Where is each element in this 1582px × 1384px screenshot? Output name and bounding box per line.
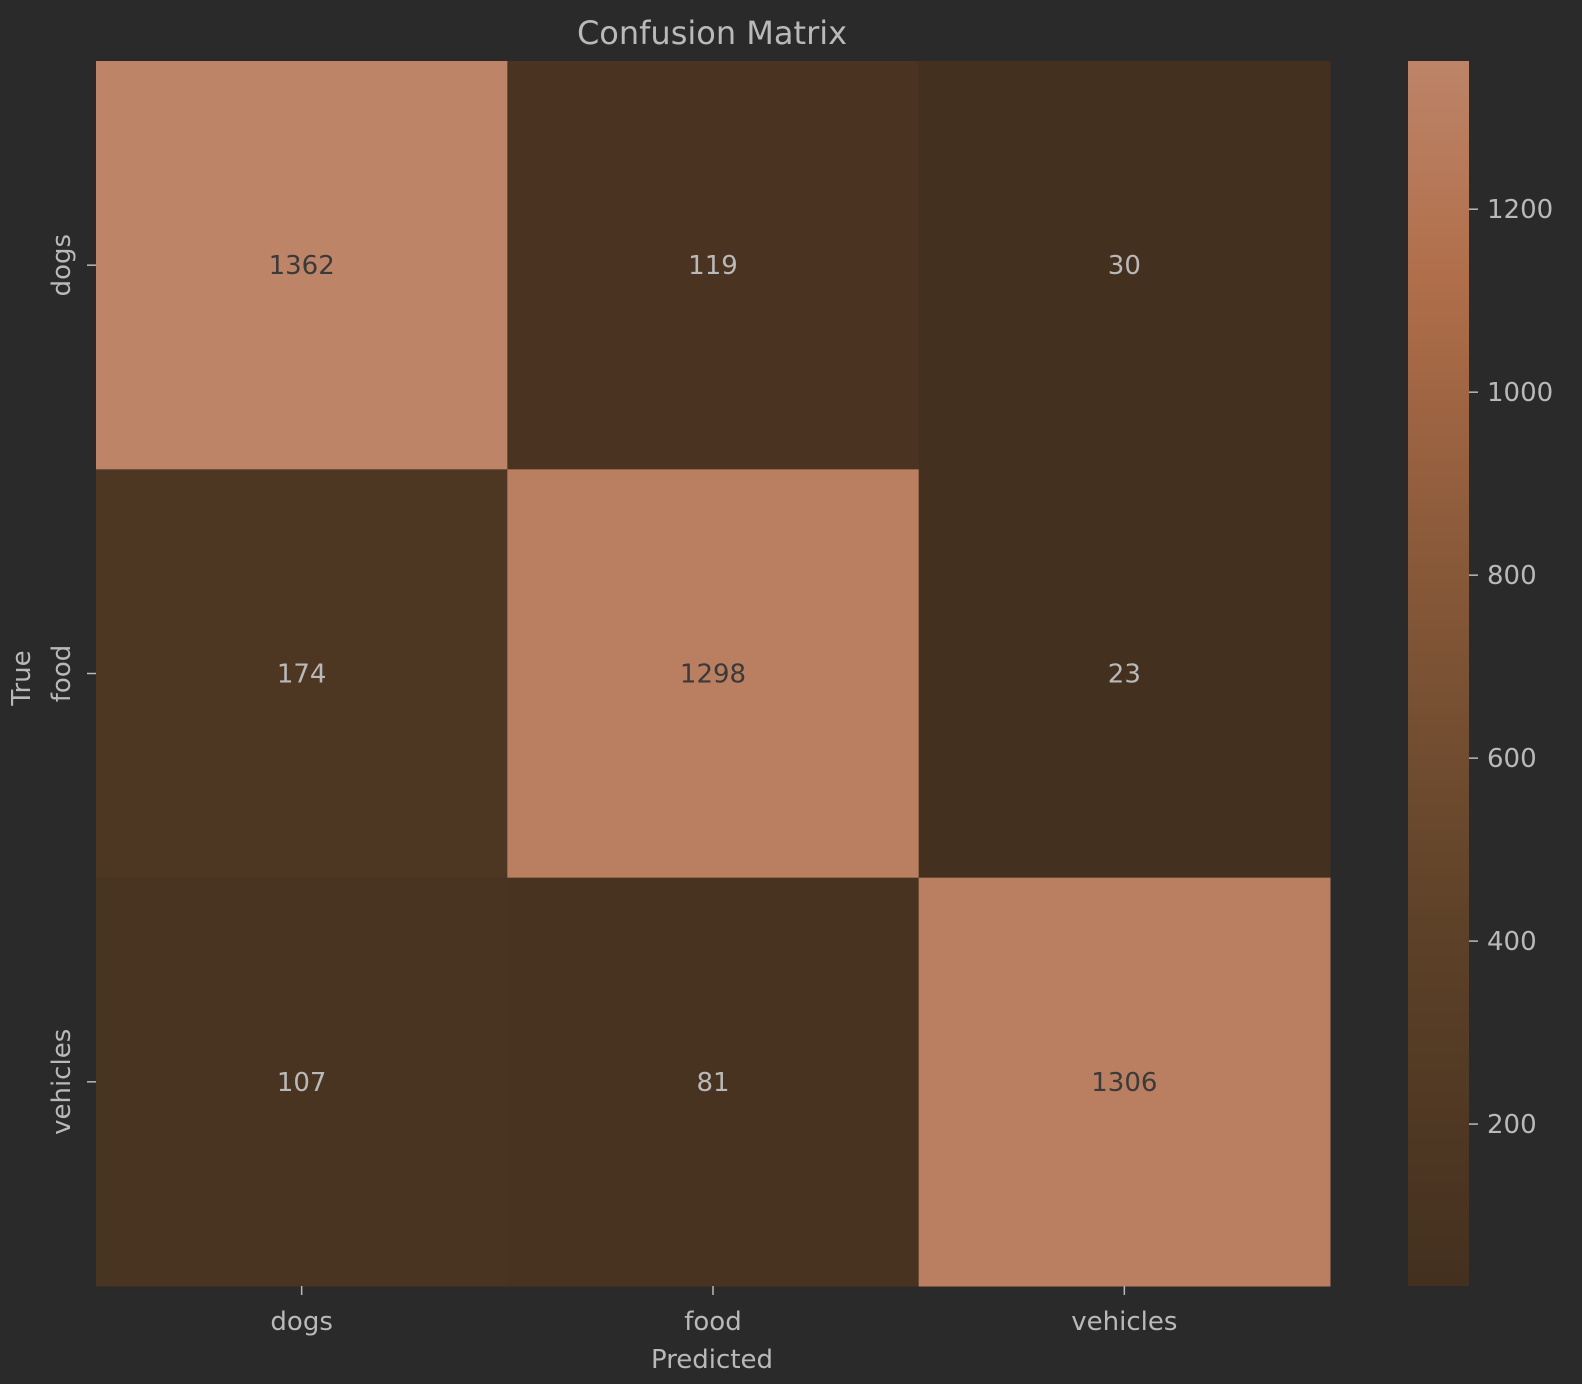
heatmap-cell xyxy=(918,61,1331,470)
y-tick-label: vehicles xyxy=(47,1029,77,1135)
heatmap-cell xyxy=(96,877,508,1287)
x-tick-label: dogs xyxy=(270,1307,332,1337)
heatmap-cell-labels: 1362 119 30 174 1298 23 107 81 1306 xyxy=(269,251,1158,1098)
y-tick-label: dogs xyxy=(47,234,77,296)
heatmap-cell-label: 1362 xyxy=(269,251,335,281)
colorbar-tick-label: 200 xyxy=(1487,1110,1537,1140)
heatmap-cell xyxy=(96,61,508,470)
heatmap-cell-label: 107 xyxy=(277,1068,327,1098)
x-tick-label: vehicles xyxy=(1071,1307,1177,1337)
colorbar-ticks: 200 400 600 800 1000 1200 xyxy=(1469,195,1553,1140)
chart-title: Confusion Matrix xyxy=(577,14,847,52)
x-axis-label: Predicted xyxy=(651,1345,773,1375)
heatmap-cell xyxy=(96,469,508,879)
colorbar-tick-label: 800 xyxy=(1487,561,1537,591)
heatmap-cell xyxy=(507,469,920,879)
heatmap-cell xyxy=(507,877,920,1287)
heatmap-cell-label: 1306 xyxy=(1091,1068,1157,1098)
y-axis-label: True xyxy=(7,650,37,706)
colorbar xyxy=(1408,61,1469,1286)
y-axis: dogs food vehicles xyxy=(47,234,96,1135)
heatmap-cell-label: 174 xyxy=(277,660,327,690)
heatmap-cell xyxy=(507,61,920,470)
heatmap-cell-label: 119 xyxy=(688,251,738,281)
colorbar-tick-label: 1200 xyxy=(1487,195,1553,225)
heatmap-cells xyxy=(96,61,1331,1287)
colorbar-tick-label: 1000 xyxy=(1487,378,1553,408)
heatmap-cell-label: 23 xyxy=(1108,660,1141,690)
colorbar-tick-label: 600 xyxy=(1487,744,1537,774)
heatmap-cell-label: 81 xyxy=(696,1068,729,1098)
heatmap-cell-label: 1298 xyxy=(680,660,746,690)
colorbar-tick-label: 400 xyxy=(1487,927,1537,957)
x-axis: dogs food vehicles xyxy=(270,1286,1177,1337)
heatmap-cell xyxy=(918,469,1331,879)
heatmap-cell-label: 30 xyxy=(1108,251,1141,281)
heatmap-cell xyxy=(918,877,1331,1287)
x-tick-label: food xyxy=(684,1307,741,1337)
y-tick-label: food xyxy=(47,645,77,702)
